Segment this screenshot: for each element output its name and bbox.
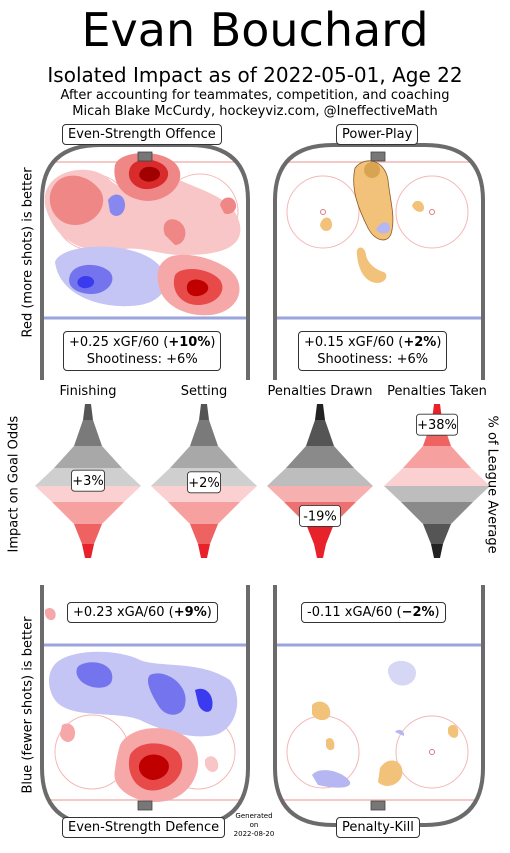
value-label: +38% (417, 418, 457, 433)
violin-band (423, 524, 451, 544)
violin-band (52, 502, 124, 524)
violin-band (198, 544, 210, 558)
power-play-paren: ) (436, 335, 442, 350)
violin-band (267, 468, 373, 486)
value-label: +2% (188, 476, 220, 491)
power-play-label: Power-Play (336, 124, 419, 145)
ev-defence-stat-box: +0.23 xGA/60 (+9%) (67, 602, 218, 623)
category-label: Penalties Drawn (268, 384, 373, 399)
violin-band (306, 524, 334, 544)
violin-band (168, 502, 240, 524)
violin-band (74, 524, 102, 544)
ev-defence-heatmap (42, 585, 248, 825)
violin-band (190, 420, 218, 446)
ev-defence-label: Even-Strength Defence (62, 817, 226, 838)
chart-title: Evan Bouchard (81, 3, 429, 57)
ev-defence-rink (40, 585, 250, 827)
ev-defence-xg: +0.23 xGA/60 ( (73, 605, 174, 620)
violin-band (267, 486, 373, 502)
ev-offence-xg: +0.25 xGF/60 ( (69, 335, 169, 350)
value-label: +3% (72, 474, 104, 489)
ev-offence-pct: +10% (168, 335, 211, 350)
generated-on: on (249, 821, 259, 829)
violin-band (314, 544, 326, 558)
violin-band (151, 486, 257, 502)
power-play-xg: +0.15 xGF/60 ( (304, 335, 404, 350)
ev-offence-shootiness: Shootiness: +6% (86, 352, 198, 367)
violin-band (190, 524, 218, 544)
violin-band (315, 404, 325, 420)
offence-side-label: Red (more shots) is better (20, 167, 36, 338)
violin-band (401, 502, 473, 524)
power-play-stat-box: +0.15 xGF/60 (+2%) Shootiness: +6% (298, 331, 448, 371)
ev-offence-paren: ) (210, 335, 216, 350)
penalty-kill-xg: -0.11 xGA/60 ( (307, 605, 402, 620)
generated-note: Generated on 2022-08-20 (226, 812, 282, 839)
power-play-shootiness: Shootiness: +6% (317, 352, 429, 367)
value-label-box (416, 413, 458, 436)
generated-word: Generated (235, 812, 273, 820)
violin-band (83, 404, 93, 420)
value-label: -19% (303, 509, 337, 524)
violin-band (170, 446, 238, 468)
violin-band (82, 544, 94, 558)
violin-penalties-taken (384, 404, 490, 558)
value-label-box (299, 504, 341, 527)
impact-side-label: Impact on Goal Odds (6, 415, 22, 553)
penalty-kill-heatmap (275, 585, 483, 825)
violin-band (306, 420, 334, 446)
value-label-box (71, 469, 105, 492)
violin-band (384, 468, 490, 486)
violin-band (286, 446, 354, 468)
violin-band (403, 446, 471, 468)
penalty-kill-rink (273, 585, 485, 827)
violin-band (35, 486, 141, 502)
penalty-kill-pct: −2% (401, 605, 435, 620)
note-line-2: Micah Blake McCurdy, hockeyviz.com, @Ine… (72, 104, 438, 119)
value-label-box (187, 471, 221, 494)
generated-date: 2022-08-20 (233, 830, 275, 838)
ev-defence-paren: ) (206, 605, 212, 620)
violin-band (199, 404, 209, 420)
chart-subtitle: Isolated Impact as of 2022-05-01, Age 22 (47, 63, 463, 87)
league-average-side-label: % of League Average (484, 415, 500, 554)
violin-plots: Finishing +3% Setting +2% Penalties Drawn -19… (35, 384, 490, 558)
category-label: Setting (181, 384, 228, 399)
violin-finishing (35, 404, 141, 558)
note-line-1: After accounting for teammates, competit… (60, 88, 450, 103)
defence-side-label: Blue (fewer shots) is better (20, 616, 36, 794)
category-label: Finishing (59, 384, 116, 399)
penalty-kill-label: Penalty-Kill (336, 817, 420, 838)
penalty-kill-paren: ) (434, 605, 440, 620)
violin-band (431, 544, 443, 558)
penalty-kill-stat-box: -0.11 xGA/60 (−2%) (301, 602, 446, 623)
violin-penalties-drawn (267, 404, 373, 558)
category-label: Penalties Taken (387, 384, 487, 399)
ev-offence-label: Even-Strength Offence (62, 124, 222, 145)
ev-defence-pct: +9% (173, 605, 207, 620)
violin-band (384, 486, 490, 502)
violin-band (74, 420, 102, 446)
power-play-pct: +2% (403, 335, 437, 350)
ev-offence-stat-box: +0.25 xGF/60 (+10%) Shootiness: +6% (63, 331, 222, 371)
violin-band (54, 446, 122, 468)
